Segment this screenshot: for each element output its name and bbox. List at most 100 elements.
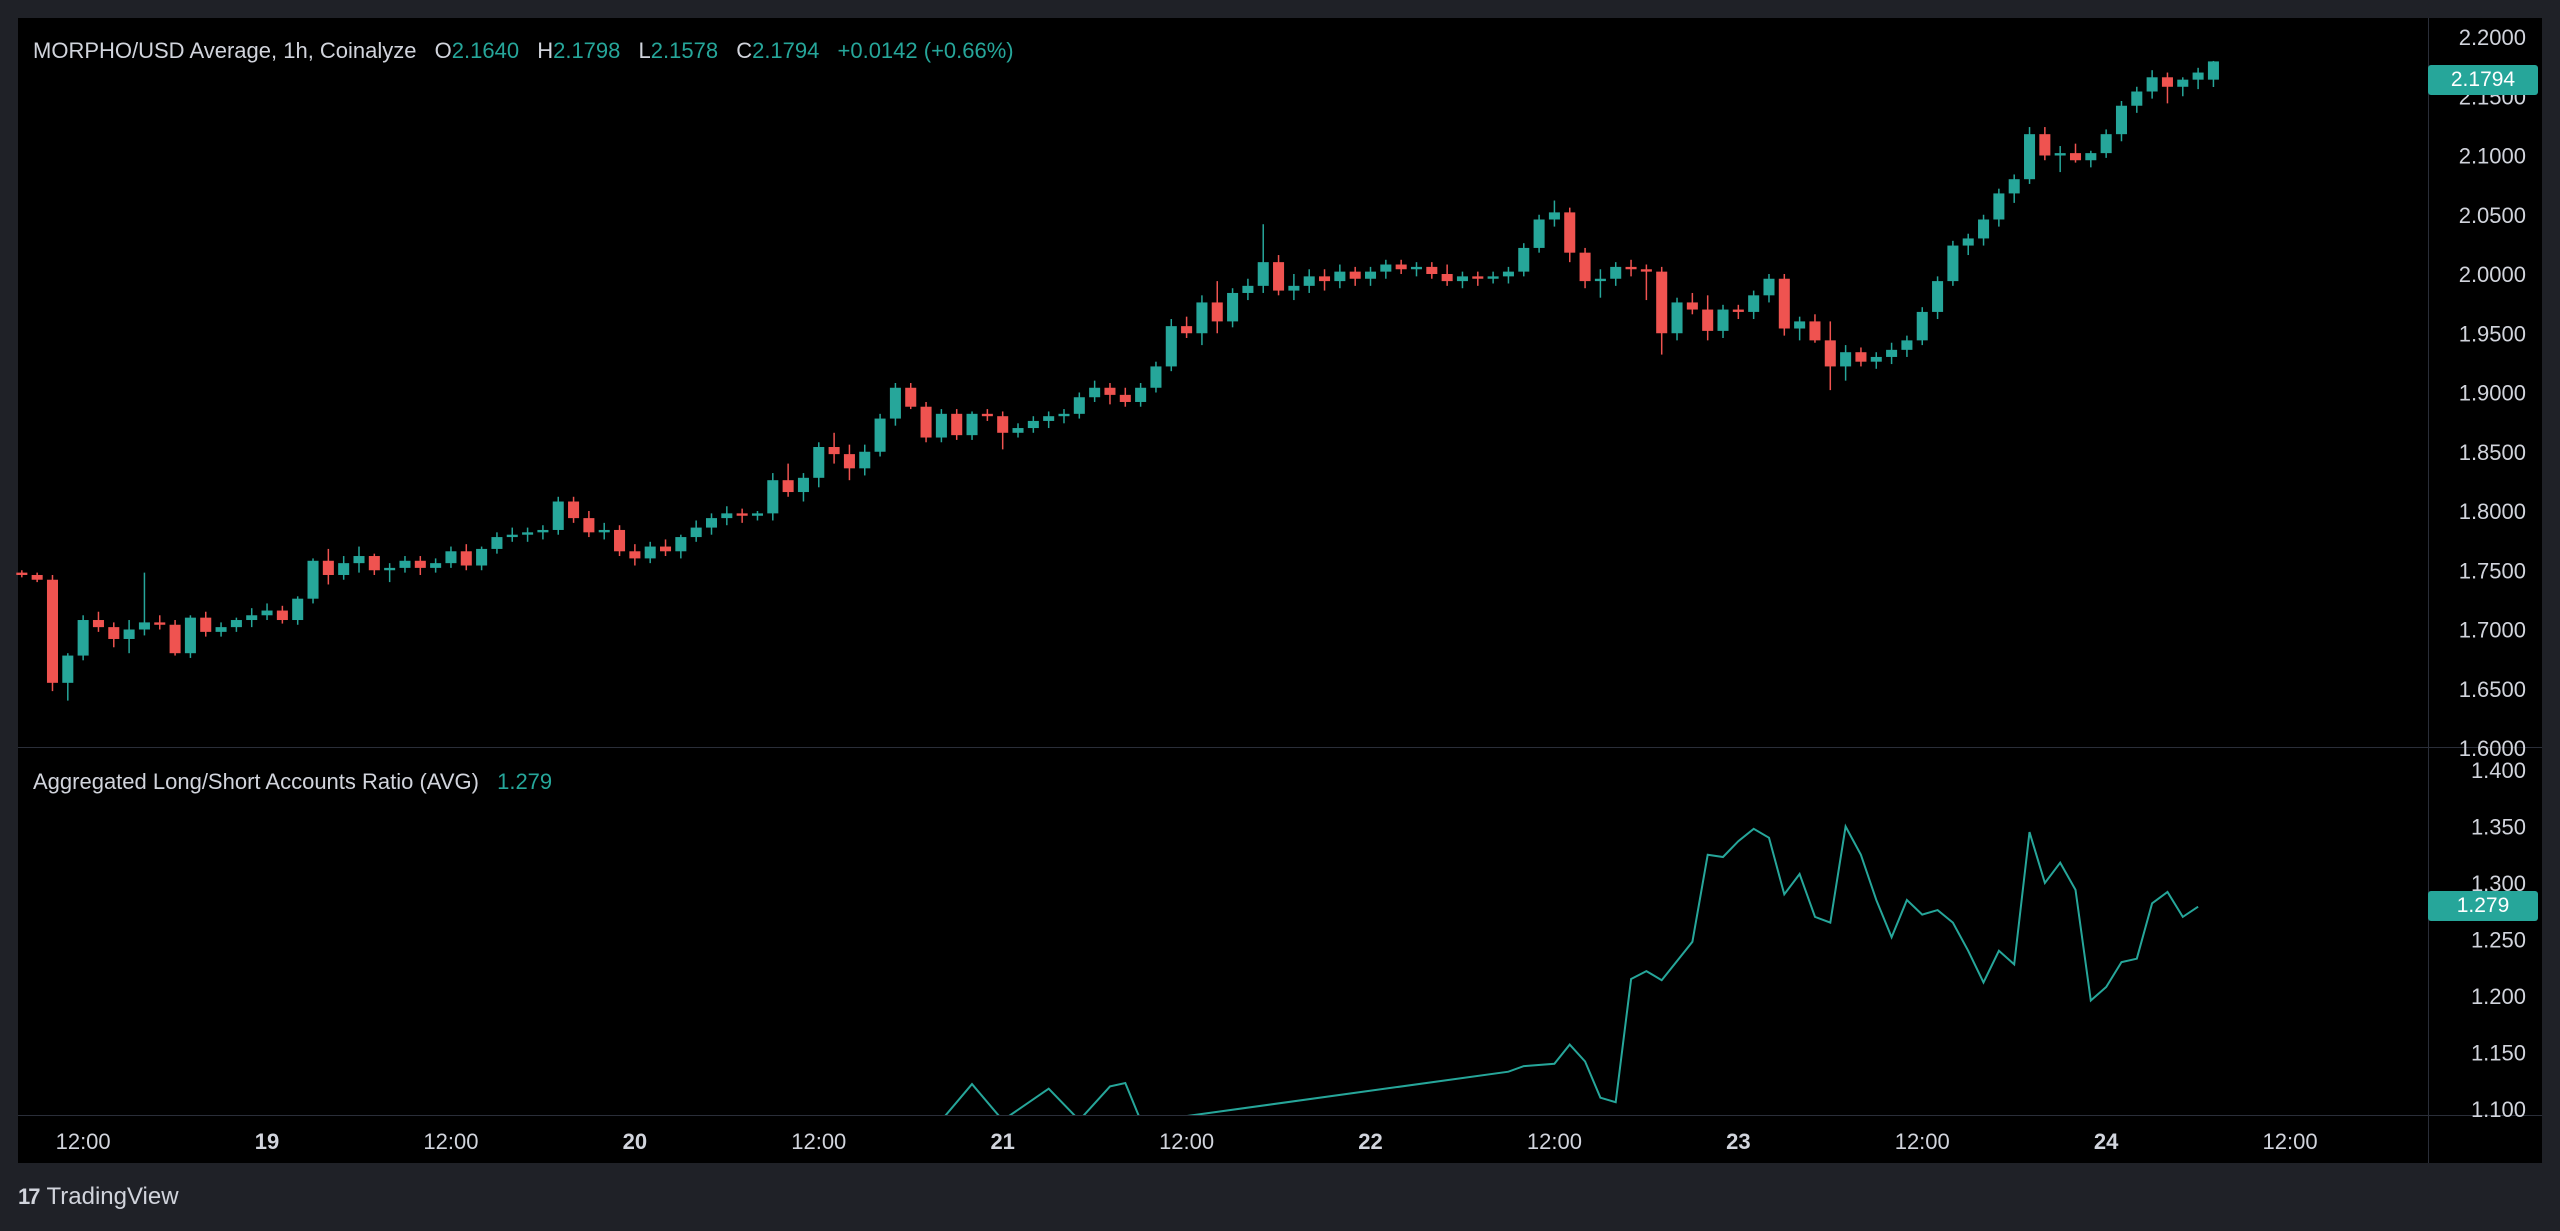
legend-open-label: O	[434, 38, 452, 63]
candle	[338, 556, 350, 580]
candle	[1273, 255, 1285, 296]
candle	[1395, 259, 1407, 274]
candle	[614, 525, 626, 557]
price-tick-label: 1.9500	[2459, 321, 2526, 346]
candle	[1257, 224, 1269, 293]
candle	[491, 532, 503, 554]
candle-body	[77, 620, 89, 656]
price-axis[interactable]	[2428, 18, 2542, 1163]
candle	[1594, 269, 1606, 298]
candle	[966, 411, 978, 440]
candle	[675, 534, 687, 559]
candle	[1901, 335, 1913, 357]
candle-body	[200, 617, 212, 632]
candle	[1947, 240, 1959, 286]
candle-body	[1686, 302, 1698, 310]
candle-body	[2100, 134, 2112, 154]
price-tick-label: 1.7000	[2459, 618, 2526, 643]
candle-body	[981, 413, 993, 417]
time-tick-label: 20	[623, 1129, 647, 1154]
candle	[629, 544, 641, 566]
candle	[1640, 264, 1652, 301]
candle-body	[1932, 281, 1944, 312]
candle-body	[522, 532, 534, 535]
candle	[1840, 345, 1852, 381]
candle-body	[261, 610, 273, 616]
indicator-name[interactable]: Aggregated Long/Short Accounts Ratio (AV…	[33, 769, 479, 794]
candle	[1181, 316, 1193, 338]
candle	[1456, 271, 1468, 289]
candle	[1809, 314, 1821, 343]
candle	[276, 605, 288, 624]
candle	[292, 596, 304, 625]
candle-body	[644, 546, 656, 559]
candle-body	[399, 560, 411, 568]
candle	[583, 511, 595, 538]
candle-body	[1656, 271, 1668, 334]
candle	[62, 653, 74, 701]
pane-separator[interactable]	[18, 747, 2542, 748]
candle-body	[445, 551, 457, 564]
candle-body	[1150, 366, 1162, 388]
candle	[322, 548, 334, 585]
candle-body	[1273, 262, 1285, 291]
candle-body	[368, 556, 380, 571]
candle-body	[2161, 77, 2173, 87]
candle-body	[1886, 349, 1898, 357]
candle-body	[1855, 352, 1867, 362]
candle	[951, 409, 963, 440]
candle-body	[353, 556, 365, 564]
candle-body	[1089, 387, 1101, 398]
chart-frame[interactable]	[18, 18, 2428, 1163]
candle	[2024, 127, 2036, 184]
candle	[1916, 307, 1928, 346]
legend-high-value: 2.1798	[553, 38, 621, 63]
candle	[307, 558, 319, 604]
candle-body	[1502, 271, 1514, 277]
candle	[414, 556, 426, 575]
candle-body	[1962, 238, 1974, 246]
legend-symbol[interactable]: MORPHO/USD Average, 1h, Coinalyze	[33, 38, 417, 63]
legend-close-label: C	[736, 38, 753, 63]
candle	[2146, 70, 2158, 99]
candle-body	[721, 513, 733, 519]
candle-body	[215, 627, 227, 632]
candle-body	[660, 546, 672, 552]
candle	[460, 544, 472, 571]
candle	[1242, 278, 1254, 301]
candle	[2207, 60, 2219, 88]
candle	[46, 574, 59, 692]
candle-body	[629, 551, 641, 559]
candle	[399, 556, 411, 573]
time-tick-label: 24	[2094, 1129, 2119, 1154]
candle-body	[751, 513, 763, 516]
candle	[506, 527, 518, 542]
candle	[368, 553, 380, 575]
candle-body	[1119, 394, 1131, 402]
candle	[246, 608, 258, 628]
candle-body	[767, 480, 779, 514]
candle-body	[843, 454, 855, 469]
candle	[1671, 297, 1683, 341]
candle	[1824, 321, 1836, 391]
candle	[2115, 100, 2127, 142]
candle-body	[184, 617, 196, 654]
candle	[1763, 274, 1775, 303]
price-tick-label: 1.8000	[2459, 499, 2526, 524]
candle	[1135, 383, 1147, 407]
candle-body	[1916, 311, 1928, 341]
candle-body	[2008, 179, 2020, 194]
candle-body	[276, 610, 288, 621]
candle-body	[1211, 302, 1223, 322]
candle-body	[1012, 428, 1024, 433]
tradingview-brand[interactable]: 17 TradingView	[18, 1183, 179, 1211]
candle-body	[583, 518, 595, 533]
candle	[736, 508, 748, 523]
candle-body	[506, 534, 518, 538]
candle	[1288, 274, 1300, 301]
candle	[1870, 352, 1882, 369]
candle	[1211, 281, 1223, 334]
candle-body	[62, 655, 74, 683]
ratio-tick-label: 1.350	[2471, 815, 2526, 840]
